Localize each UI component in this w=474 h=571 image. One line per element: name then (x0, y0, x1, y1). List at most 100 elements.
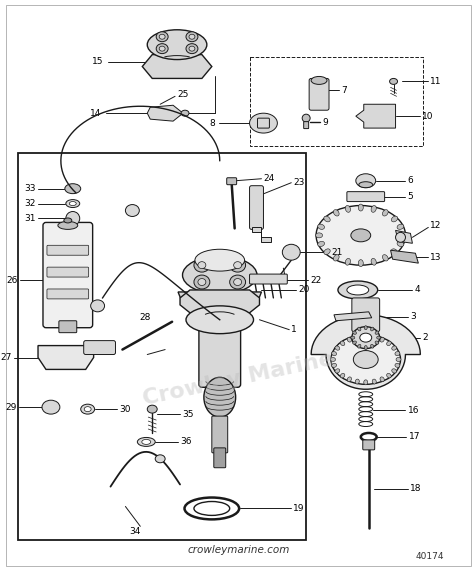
Text: 6: 6 (408, 176, 413, 185)
Ellipse shape (234, 262, 242, 268)
Ellipse shape (392, 249, 398, 255)
Polygon shape (311, 315, 420, 389)
Ellipse shape (69, 202, 76, 206)
Text: 16: 16 (408, 405, 419, 415)
Circle shape (302, 114, 310, 122)
Ellipse shape (351, 336, 355, 339)
Ellipse shape (340, 373, 345, 378)
Ellipse shape (352, 327, 380, 348)
Ellipse shape (181, 110, 189, 116)
Polygon shape (391, 250, 419, 263)
Text: 19: 19 (293, 504, 305, 513)
Ellipse shape (395, 352, 400, 356)
Text: 10: 10 (422, 112, 434, 120)
Ellipse shape (332, 363, 337, 367)
Ellipse shape (333, 255, 339, 261)
Ellipse shape (311, 77, 327, 85)
Polygon shape (334, 312, 372, 321)
FancyBboxPatch shape (84, 341, 116, 355)
Text: 4: 4 (414, 286, 420, 295)
FancyBboxPatch shape (59, 321, 77, 333)
Text: 28: 28 (139, 313, 151, 322)
Text: 13: 13 (430, 253, 442, 262)
Text: 31: 31 (25, 214, 36, 223)
Polygon shape (252, 227, 272, 242)
FancyBboxPatch shape (227, 178, 237, 184)
Ellipse shape (355, 379, 359, 384)
Text: 24: 24 (264, 174, 275, 183)
Ellipse shape (355, 335, 359, 340)
Text: 34: 34 (130, 527, 141, 536)
Ellipse shape (147, 405, 157, 413)
Polygon shape (178, 292, 262, 302)
Ellipse shape (359, 182, 373, 188)
Text: 36: 36 (180, 437, 191, 447)
Polygon shape (356, 104, 395, 128)
FancyBboxPatch shape (257, 118, 269, 128)
FancyBboxPatch shape (249, 186, 264, 230)
Ellipse shape (194, 258, 210, 272)
FancyBboxPatch shape (212, 416, 228, 453)
Text: 22: 22 (310, 276, 321, 284)
Text: 33: 33 (25, 184, 36, 193)
Ellipse shape (331, 335, 401, 384)
Ellipse shape (204, 377, 236, 417)
Ellipse shape (156, 43, 168, 54)
Text: 27: 27 (1, 353, 12, 362)
Ellipse shape (195, 250, 245, 271)
Text: 14: 14 (90, 108, 101, 118)
Ellipse shape (283, 244, 300, 260)
Ellipse shape (137, 437, 155, 447)
Ellipse shape (316, 206, 405, 265)
Text: 5: 5 (408, 192, 413, 201)
Ellipse shape (194, 275, 210, 289)
Ellipse shape (387, 373, 391, 378)
Ellipse shape (371, 327, 374, 331)
FancyBboxPatch shape (249, 274, 287, 284)
Text: 2: 2 (422, 333, 428, 342)
Ellipse shape (364, 345, 367, 349)
Text: 26: 26 (7, 276, 18, 284)
Ellipse shape (189, 46, 195, 51)
Text: 25: 25 (177, 90, 189, 99)
Circle shape (395, 232, 405, 242)
Ellipse shape (65, 184, 81, 194)
Ellipse shape (358, 344, 361, 348)
Ellipse shape (347, 285, 369, 295)
Ellipse shape (351, 229, 371, 242)
Circle shape (66, 211, 80, 226)
Ellipse shape (387, 341, 391, 345)
Polygon shape (38, 345, 94, 369)
Ellipse shape (347, 337, 352, 342)
Ellipse shape (234, 279, 242, 286)
Ellipse shape (358, 327, 361, 331)
FancyBboxPatch shape (199, 327, 241, 387)
Text: 29: 29 (6, 403, 17, 412)
Ellipse shape (186, 306, 254, 333)
Text: 9: 9 (322, 118, 328, 127)
Text: crowleymarine.com: crowleymarine.com (187, 545, 290, 555)
FancyBboxPatch shape (47, 246, 89, 255)
Text: 11: 11 (430, 77, 442, 86)
FancyBboxPatch shape (347, 192, 384, 202)
Text: 7: 7 (341, 86, 346, 95)
Ellipse shape (358, 260, 363, 267)
Ellipse shape (392, 216, 398, 222)
Ellipse shape (324, 216, 330, 222)
Bar (249, 57, 423, 146)
Text: 32: 32 (25, 199, 36, 208)
Ellipse shape (372, 335, 376, 340)
Text: 35: 35 (182, 409, 193, 419)
Ellipse shape (364, 380, 368, 385)
Ellipse shape (380, 337, 384, 342)
Ellipse shape (318, 224, 325, 230)
Ellipse shape (316, 233, 322, 238)
Ellipse shape (360, 333, 372, 342)
Ellipse shape (159, 46, 165, 51)
Ellipse shape (249, 113, 277, 133)
Ellipse shape (332, 352, 337, 356)
Ellipse shape (395, 363, 400, 367)
Ellipse shape (372, 379, 376, 384)
Ellipse shape (81, 404, 95, 414)
Ellipse shape (377, 336, 381, 339)
